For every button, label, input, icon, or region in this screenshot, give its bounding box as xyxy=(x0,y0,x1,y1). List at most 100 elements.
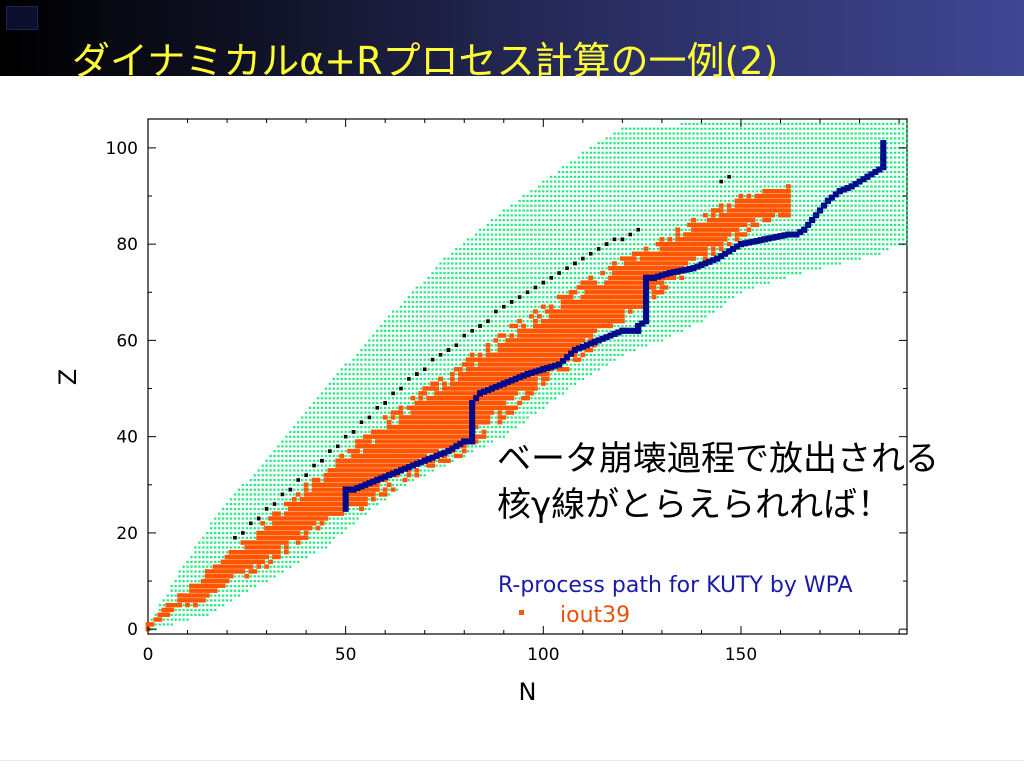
nuclide-point xyxy=(609,349,612,352)
nuclide-point xyxy=(482,281,486,284)
nuclide-point xyxy=(225,594,229,597)
nuclide-point xyxy=(636,310,640,313)
nuclide-point xyxy=(585,243,588,246)
nuclide-point xyxy=(542,185,545,188)
nuclide-point xyxy=(470,238,474,241)
nuclide-point xyxy=(300,546,304,549)
nuclide-point xyxy=(494,223,498,227)
nuclide-point xyxy=(597,228,600,231)
nuclide-point xyxy=(391,363,395,366)
nuclide-point xyxy=(356,397,359,400)
nuclide-point xyxy=(332,445,335,448)
nuclide-point xyxy=(494,281,498,284)
nuclide-point xyxy=(577,170,581,174)
nuclide-point xyxy=(293,435,296,438)
nuclide-point xyxy=(569,195,573,198)
nuclide-point xyxy=(522,276,525,280)
nuclide-point xyxy=(542,315,545,318)
nuclide-point xyxy=(399,324,403,328)
nuclide-point xyxy=(668,300,672,304)
nuclide-point xyxy=(644,175,648,178)
nuclide-point xyxy=(617,142,620,145)
nuclide-point xyxy=(680,122,683,126)
nuclide-point xyxy=(597,214,600,217)
nuclide-point xyxy=(241,575,245,578)
nuclide-point xyxy=(336,450,339,453)
nuclide-point xyxy=(526,233,529,236)
nuclide-point xyxy=(419,305,422,308)
nuclide-point xyxy=(395,416,399,419)
nuclide-point xyxy=(506,243,509,246)
nuclide-point xyxy=(352,358,355,361)
nuclide-point xyxy=(225,527,229,530)
nuclide-point xyxy=(656,142,660,145)
nuclide-point xyxy=(569,272,573,275)
nuclide-point xyxy=(297,464,300,467)
nuclide-point xyxy=(383,411,387,414)
nuclide-point xyxy=(621,166,624,169)
nuclide-point xyxy=(320,430,324,434)
nuclide-point xyxy=(692,142,695,145)
nuclide-point xyxy=(399,368,403,371)
nuclide-point xyxy=(664,170,668,174)
nuclide-point xyxy=(680,190,683,193)
nuclide-point xyxy=(518,305,521,308)
nuclide-point xyxy=(498,286,502,289)
nuclide-point xyxy=(206,613,209,616)
nuclide-point xyxy=(569,214,573,217)
nuclide-point xyxy=(577,228,581,231)
nuclide-point xyxy=(629,127,632,130)
nuclide-point xyxy=(629,238,632,241)
nuclide-point xyxy=(399,334,403,337)
nuclide-point xyxy=(640,166,644,169)
nuclide-point xyxy=(664,137,668,140)
nuclide-point xyxy=(502,276,505,280)
nuclide-point xyxy=(229,498,233,501)
nuclide-point xyxy=(613,166,616,169)
nuclide-point xyxy=(380,358,383,361)
nuclide-point xyxy=(186,580,189,583)
nuclide-point xyxy=(431,353,434,357)
nuclide-point xyxy=(530,238,533,241)
nuclide-point xyxy=(514,296,517,299)
nuclide-point xyxy=(368,507,371,511)
nuclide-point xyxy=(261,474,264,477)
nuclide-point xyxy=(526,247,529,251)
nuclide-point xyxy=(411,368,415,371)
nuclide-point xyxy=(245,527,249,530)
nuclide-point xyxy=(320,474,324,477)
nuclide-point xyxy=(581,204,585,207)
nuclide-point xyxy=(478,440,482,443)
nuclide-point xyxy=(585,267,588,270)
nuclide-point xyxy=(553,262,557,265)
nuclide-point xyxy=(391,310,395,313)
nuclide-point xyxy=(652,233,656,236)
nuclide-point xyxy=(194,565,197,568)
nuclide-point xyxy=(210,551,213,554)
nuclide-point xyxy=(308,469,312,472)
nuclide-point xyxy=(399,358,403,361)
nuclide-point xyxy=(625,132,628,135)
nuclide-point xyxy=(621,146,624,150)
nuclide-point xyxy=(308,440,312,443)
nuclide-point xyxy=(660,180,664,183)
nuclide-point xyxy=(565,272,569,275)
nuclide-point xyxy=(289,454,292,458)
nuclide-point xyxy=(478,344,482,347)
nuclide-point xyxy=(459,305,462,308)
nuclide-point xyxy=(217,560,221,564)
nuclide-point xyxy=(399,382,403,385)
nuclide-point xyxy=(474,349,478,352)
nuclide-point xyxy=(573,286,577,289)
nuclide-point xyxy=(664,185,668,188)
nuclide-point xyxy=(249,580,252,583)
nuclide-point xyxy=(510,262,513,265)
nuclide-point xyxy=(617,262,620,265)
nuclide-point xyxy=(601,170,604,174)
nuclide-point xyxy=(360,416,363,419)
nuclide-point xyxy=(684,281,687,284)
nuclide-point xyxy=(190,604,193,607)
nuclide-point xyxy=(348,397,351,400)
nuclide-point xyxy=(510,426,513,429)
nuclide-point xyxy=(625,170,628,174)
